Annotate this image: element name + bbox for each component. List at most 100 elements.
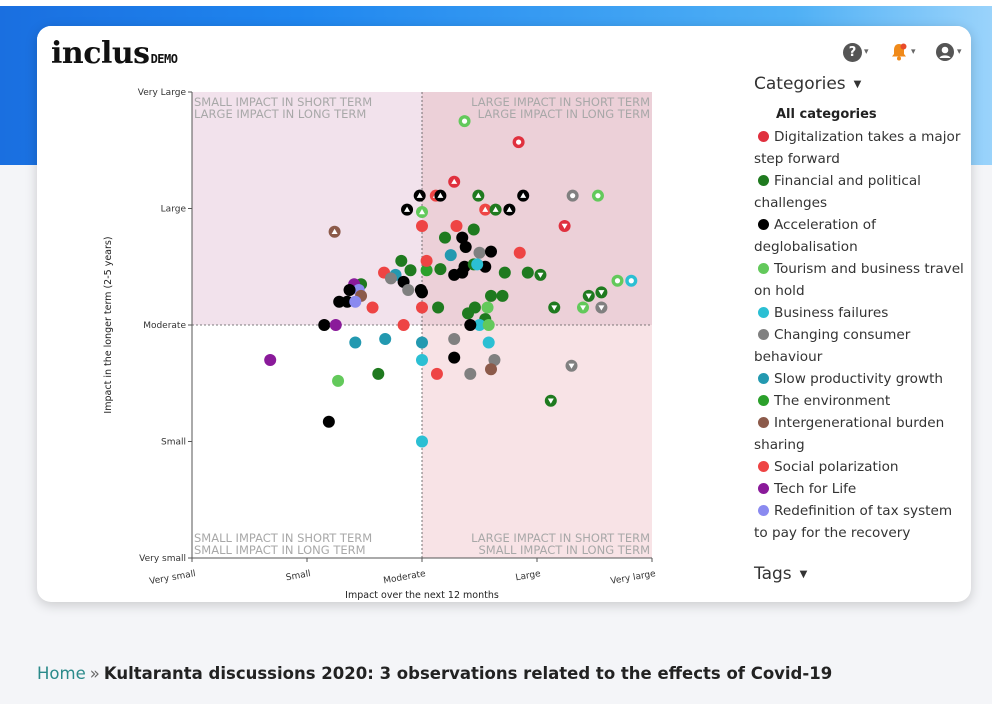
data-point: [333, 295, 346, 308]
data-point-dot: [467, 223, 480, 236]
help-menu-button[interactable]: ? ▾: [843, 40, 869, 64]
data-point: [416, 301, 428, 314]
data-point: [577, 301, 589, 314]
chevron-down-icon: ▾: [957, 47, 962, 57]
data-point: [372, 367, 385, 380]
category-label: Tech for Life: [774, 481, 857, 497]
tags-title: Tags: [754, 564, 792, 584]
logo-demo-badge: DEMO: [150, 52, 178, 66]
data-point: [471, 258, 484, 271]
data-point: [512, 136, 525, 149]
category-color-dot: [758, 505, 769, 516]
category-item[interactable]: Social polarization: [754, 456, 969, 478]
y-tick-label: Very Large: [138, 88, 187, 98]
quadrant-label-bottom-right: LARGE IMPACT IN SHORT TERM: [471, 531, 650, 545]
data-point: [496, 289, 509, 302]
data-point-arrow-up: [404, 206, 411, 212]
data-point-arrow-up: [492, 206, 499, 212]
data-point-arrow-down: [561, 223, 568, 229]
data-point: [456, 231, 469, 244]
categories-dropdown[interactable]: Categories ▼: [754, 74, 969, 94]
quadrant-label-bottom-right: SMALL IMPACT IN LONG TERM: [478, 543, 650, 557]
data-point: [459, 240, 472, 253]
data-point: [328, 225, 341, 238]
data-point-dot: [318, 319, 331, 331]
data-point-arrow-up: [437, 192, 444, 198]
category-item[interactable]: Tourism and business travel on hold: [754, 258, 969, 302]
data-point: [416, 205, 428, 218]
data-point-center: [595, 193, 601, 199]
data-point-dot: [513, 246, 526, 259]
category-item[interactable]: Slow productivity growth: [754, 368, 969, 390]
data-point-center: [570, 193, 576, 199]
data-point: [544, 394, 557, 407]
logo[interactable]: inclusDEMO: [51, 36, 178, 71]
data-point: [448, 268, 461, 281]
category-item[interactable]: Digitalization takes a major step forwar…: [754, 126, 969, 170]
data-point: [416, 219, 428, 232]
x-tick-label: Very small: [149, 569, 197, 587]
category-item[interactable]: The environment: [754, 390, 969, 412]
app-header: inclusDEMO ? ▾ ▾ ▾: [37, 26, 971, 82]
category-item[interactable]: Intergenerational burden sharing: [754, 412, 969, 456]
data-point-dot: [333, 295, 346, 308]
category-color-dot: [758, 263, 769, 274]
top-strip: [0, 0, 992, 6]
category-item[interactable]: Changing consumer behaviour: [754, 324, 969, 368]
data-point-dot: [397, 319, 410, 331]
data-point: [464, 319, 477, 331]
data-point-dot: [450, 219, 463, 232]
data-point: [464, 367, 477, 380]
category-item[interactable]: Redefinition of tax system to pay for th…: [754, 500, 969, 544]
data-point-dot: [430, 367, 443, 380]
data-point-dot: [459, 240, 472, 253]
category-item[interactable]: Tech for Life: [754, 478, 969, 500]
data-point: [450, 219, 463, 232]
category-label: Slow productivity growth: [774, 371, 944, 387]
tags-dropdown[interactable]: Tags ▼: [754, 564, 969, 584]
x-tick-label: Large: [515, 569, 542, 583]
breadcrumb-home-link[interactable]: Home: [37, 664, 86, 683]
data-point: [329, 319, 342, 331]
quadrant-label-bottom-left: SMALL IMPACT IN SHORT TERM: [194, 531, 372, 545]
category-item[interactable]: Business failures: [754, 302, 969, 324]
filter-sidebar: Categories ▼ All categories Digitalizati…: [754, 74, 969, 584]
logo-text: inclus: [51, 36, 150, 71]
scatter-plot: SMALL IMPACT IN SHORT TERM LARGE IMPACT I…: [103, 88, 657, 601]
category-color-dot: [758, 329, 769, 340]
data-point: [517, 189, 530, 202]
category-item[interactable]: Acceleration of deglobalisation: [754, 214, 969, 258]
data-point-arrow-up: [520, 192, 527, 198]
caret-down-icon: ▼: [799, 568, 808, 580]
data-point: [611, 274, 624, 287]
data-point: [402, 284, 415, 297]
user-menu-button[interactable]: ▾: [935, 40, 962, 64]
data-point-dot: [498, 266, 511, 279]
category-label: Tourism and business travel on hold: [754, 261, 964, 299]
category-all[interactable]: All categories: [776, 107, 877, 122]
data-point: [595, 301, 608, 314]
data-point-center: [461, 118, 468, 124]
bell-icon: [892, 43, 907, 61]
category-label: Business failures: [774, 305, 889, 321]
data-point-dot: [416, 301, 428, 314]
category-item[interactable]: Financial and political challenges: [754, 170, 969, 214]
data-point-dot: [521, 266, 534, 279]
data-point-dot: [444, 249, 457, 262]
y-tick-label: Large: [161, 205, 187, 215]
data-point-dot: [329, 319, 342, 331]
question-circle-icon: ?: [843, 42, 862, 62]
data-point-dot: [416, 435, 428, 448]
y-axis-title: Impact in the longer term (2-5 years): [103, 236, 114, 413]
data-point: [498, 266, 511, 279]
data-point-dot: [485, 363, 497, 376]
data-point-dot: [420, 254, 433, 267]
breadcrumb-separator: »: [89, 664, 100, 683]
data-point-center: [628, 278, 634, 284]
data-point: [401, 203, 414, 216]
categories-title: Categories: [754, 74, 846, 94]
data-point-dot: [448, 268, 461, 281]
notifications-button[interactable]: ▾: [889, 40, 916, 64]
data-point: [444, 249, 457, 262]
category-label: Social polarization: [774, 459, 899, 475]
